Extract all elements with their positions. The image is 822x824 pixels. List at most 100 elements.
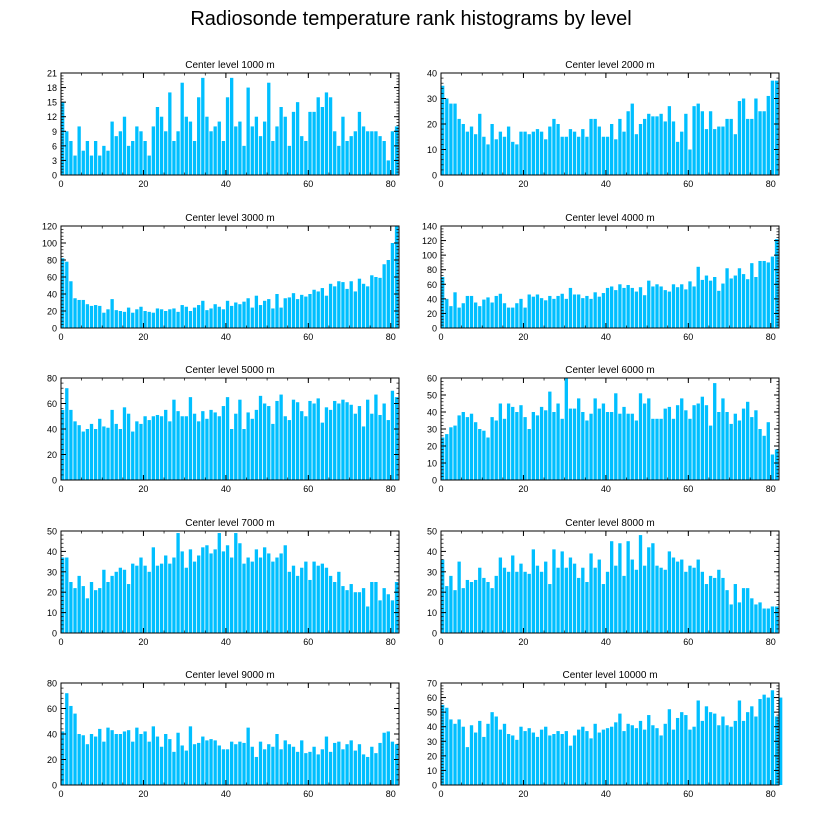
bar — [122, 731, 127, 785]
bar — [441, 85, 445, 175]
bar — [81, 735, 85, 785]
histogram-panel-3: Center level 3000 m 0 20 40 60 80 100 120 0 20 40 6… — [42, 213, 400, 342]
bar — [535, 736, 540, 785]
bar — [605, 136, 610, 175]
bar — [696, 403, 700, 480]
bar — [700, 571, 704, 633]
bar — [482, 136, 486, 175]
bar — [585, 731, 589, 785]
bar — [638, 287, 643, 328]
bar — [159, 746, 164, 785]
bar — [725, 412, 729, 480]
bar — [737, 101, 742, 175]
bar — [374, 753, 378, 786]
x-tick-label: 60 — [683, 484, 693, 494]
bar — [634, 291, 639, 328]
bar — [254, 756, 259, 785]
x-tick-label: 60 — [303, 484, 313, 494]
bar — [774, 80, 779, 175]
bar — [147, 571, 151, 633]
bar — [300, 740, 304, 786]
bar — [482, 577, 486, 633]
bar — [155, 565, 160, 633]
bar — [85, 598, 90, 633]
x-tick-label: 20 — [138, 637, 148, 647]
bar — [531, 296, 535, 328]
bar — [564, 567, 568, 633]
bar — [262, 403, 267, 480]
panel-title: Center level 6000 m — [565, 365, 655, 376]
bar — [188, 397, 193, 481]
bar — [188, 311, 193, 328]
bar — [275, 734, 279, 785]
bar — [341, 116, 345, 175]
bar — [180, 551, 184, 633]
bar — [461, 303, 465, 328]
bar — [696, 103, 700, 175]
bar — [118, 131, 123, 175]
plot-frame — [440, 225, 780, 329]
bar — [482, 299, 486, 328]
bar — [572, 294, 577, 328]
x-tick-label: 60 — [303, 637, 313, 647]
bar — [737, 420, 742, 480]
bar — [345, 590, 349, 633]
bar — [449, 427, 453, 480]
y-tick-label: 80 — [427, 265, 437, 275]
bar — [374, 582, 378, 633]
y-tick-label: 20 — [47, 307, 57, 317]
bar — [110, 575, 114, 633]
y-tick-label: 20 — [47, 755, 57, 765]
bar — [515, 412, 519, 480]
bar — [242, 429, 246, 480]
bar — [180, 82, 184, 175]
bar — [498, 131, 503, 175]
bar — [238, 399, 242, 480]
bar — [544, 300, 548, 328]
bar — [126, 307, 131, 328]
bar — [159, 309, 164, 328]
bar — [168, 421, 172, 480]
bar — [671, 418, 676, 480]
bar — [209, 131, 213, 175]
bar — [494, 139, 498, 175]
bar — [279, 553, 283, 633]
bar — [151, 126, 155, 175]
bar — [201, 411, 205, 480]
bar — [519, 563, 523, 633]
bar — [316, 97, 320, 175]
bar — [238, 741, 242, 785]
bar — [490, 417, 494, 480]
bar — [89, 582, 94, 633]
y-tick-label: 0 — [432, 476, 437, 486]
bar — [548, 391, 552, 480]
bar — [250, 418, 254, 480]
bar — [638, 535, 643, 633]
x-tick-label: 60 — [683, 332, 693, 342]
panel-title: Center level 1000 m — [185, 60, 275, 71]
y-tick-label: 0 — [432, 629, 437, 639]
bar — [168, 92, 172, 175]
bar — [750, 417, 754, 480]
x-tick-label: 80 — [766, 789, 776, 799]
bar — [630, 413, 634, 480]
bar — [548, 735, 552, 785]
bar — [390, 600, 395, 633]
bar — [766, 95, 770, 175]
y-tick-label: 9 — [52, 127, 57, 137]
bar — [684, 715, 688, 785]
y-tick-label: 60 — [427, 374, 437, 384]
bar — [73, 588, 77, 633]
bar — [659, 286, 663, 328]
bar — [506, 126, 511, 175]
bar — [552, 549, 556, 633]
bar — [441, 704, 445, 785]
bar — [316, 398, 320, 480]
bar — [370, 413, 374, 480]
bar — [758, 260, 762, 328]
bar — [118, 567, 123, 633]
bar — [118, 429, 123, 480]
bar — [618, 118, 622, 175]
bar — [626, 413, 630, 480]
bar — [69, 409, 73, 481]
